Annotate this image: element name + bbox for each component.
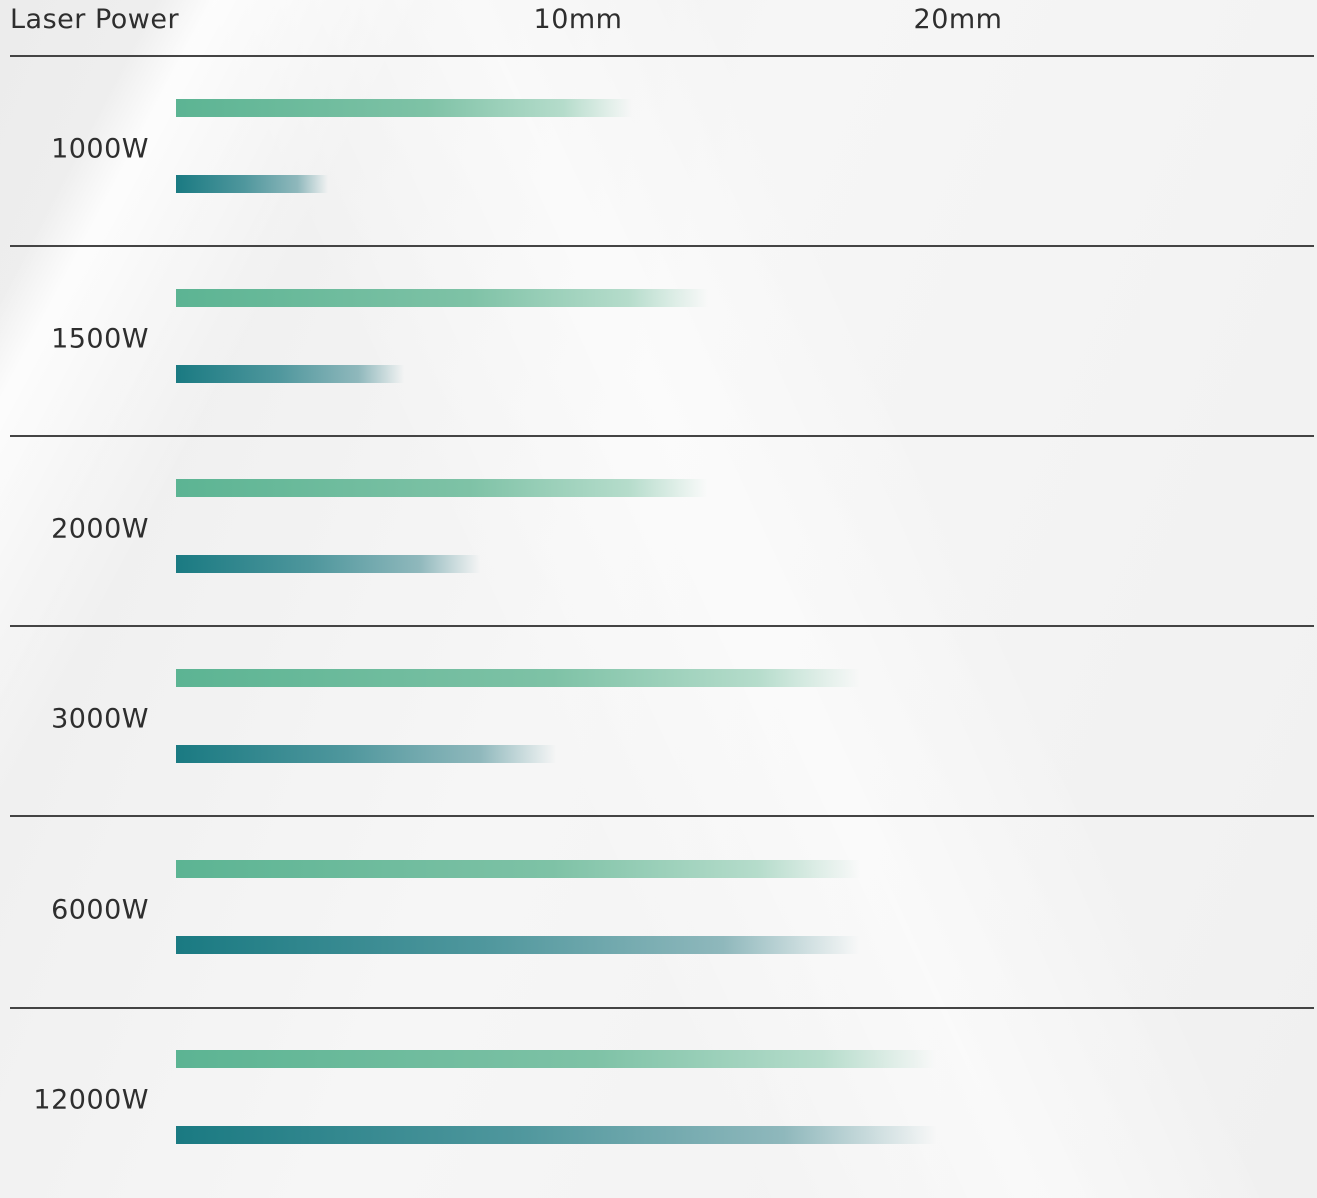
bar-2000w-series-1 bbox=[176, 478, 708, 497]
bar-1500w-series-2 bbox=[176, 364, 404, 383]
power-label-12000w: 12000W bbox=[33, 1084, 149, 1116]
bar-2000w-series-2 bbox=[176, 554, 480, 573]
row-divider bbox=[10, 815, 1314, 817]
header-divider bbox=[10, 55, 1314, 57]
bar-6000w-series-1 bbox=[176, 859, 860, 878]
x-tick-20mm: 20mm bbox=[913, 4, 1003, 35]
row-divider bbox=[10, 435, 1314, 437]
row-divider bbox=[10, 1007, 1314, 1009]
bar-1000w-series-2 bbox=[176, 175, 328, 193]
power-label-1000w: 1000W bbox=[51, 133, 149, 165]
row-divider bbox=[10, 625, 1314, 627]
power-label-2000w: 2000W bbox=[51, 513, 149, 544]
bar-1500w-series-1 bbox=[176, 288, 708, 307]
bar-6000w-series-2 bbox=[176, 935, 860, 954]
power-label-3000w: 3000W bbox=[51, 703, 149, 734]
row-divider bbox=[10, 245, 1314, 247]
bar-1000w-series-1 bbox=[176, 99, 632, 117]
x-tick-10mm: 10mm bbox=[533, 4, 623, 35]
power-label-1500w: 1500W bbox=[51, 323, 149, 354]
bar-12000w-series-2 bbox=[176, 1126, 936, 1144]
power-label-6000w: 6000W bbox=[51, 894, 149, 925]
bar-12000w-series-1 bbox=[176, 1050, 936, 1068]
laser-power-header: Laser Power bbox=[10, 4, 180, 35]
bar-3000w-series-2 bbox=[176, 744, 556, 763]
bar-3000w-series-1 bbox=[176, 668, 860, 687]
